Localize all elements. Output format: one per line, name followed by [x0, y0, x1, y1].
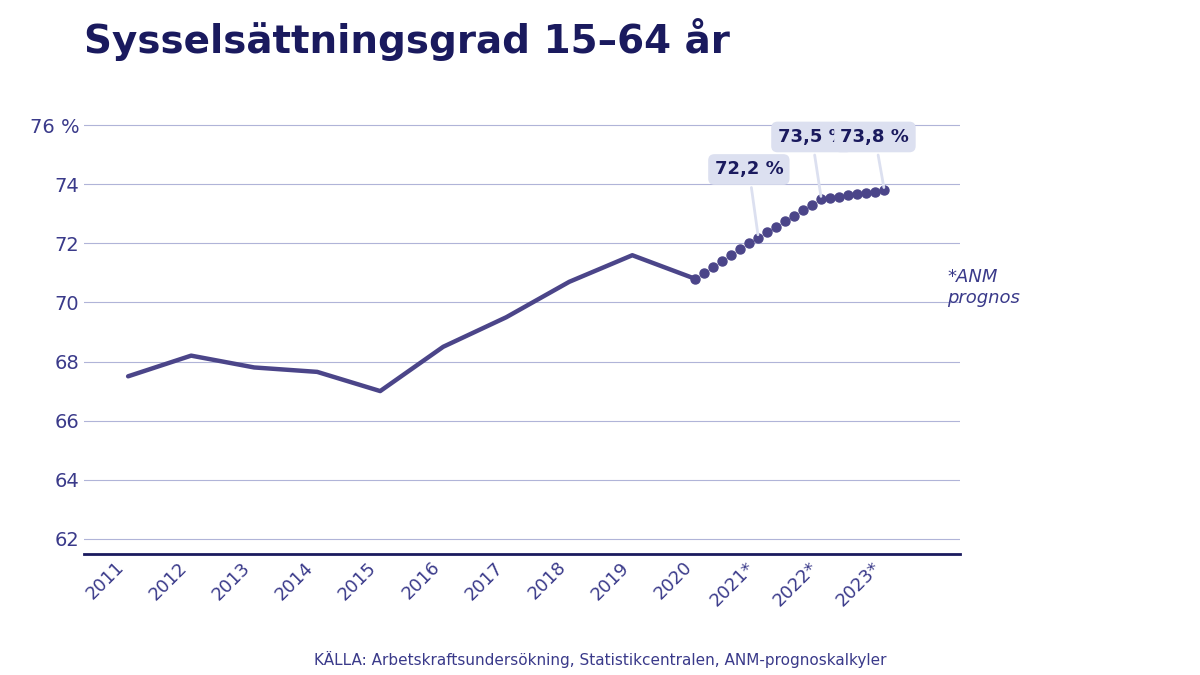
- Text: Sysselsättningsgrad 15–64 år: Sysselsättningsgrad 15–64 år: [84, 18, 730, 61]
- Text: *ANM
prognos: *ANM prognos: [947, 269, 1020, 307]
- Text: 73,8 %: 73,8 %: [840, 128, 910, 188]
- Text: 72,2 %: 72,2 %: [714, 161, 784, 235]
- Text: KÄLLA: Arbetskraftsundersökning, Statistikcentralen, ANM-prognoskalkyler: KÄLLA: Arbetskraftsundersökning, Statist…: [313, 651, 887, 668]
- Text: 73,5 %: 73,5 %: [778, 128, 846, 196]
